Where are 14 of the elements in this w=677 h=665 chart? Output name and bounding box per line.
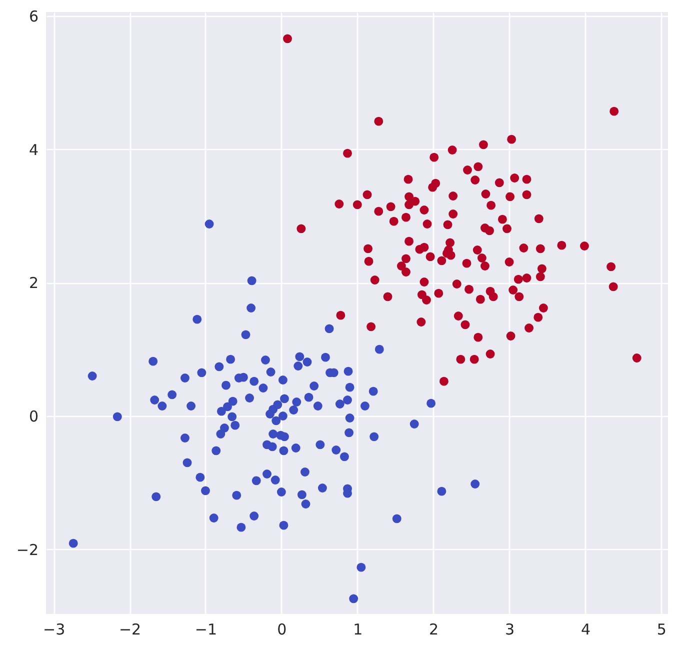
y-tick-label: 6 (28, 8, 38, 26)
x-tick-label: 4 (580, 620, 590, 638)
y-tick-label: 4 (28, 140, 38, 159)
y-tick-label: −2 (16, 540, 38, 559)
x-tick-label: −1 (194, 620, 218, 638)
x-tick-label: −3 (43, 620, 66, 638)
x-tick-label: 2 (429, 620, 439, 638)
x-tick-label: 0 (277, 620, 287, 638)
x-tick-label: 1 (353, 620, 363, 638)
x-tick-label: 5 (656, 620, 666, 638)
x-tick-label: 3 (505, 620, 515, 638)
y-tick-label: 0 (28, 408, 38, 426)
x-tick-label: −2 (118, 620, 142, 638)
y-tick-label: 2 (28, 274, 38, 292)
